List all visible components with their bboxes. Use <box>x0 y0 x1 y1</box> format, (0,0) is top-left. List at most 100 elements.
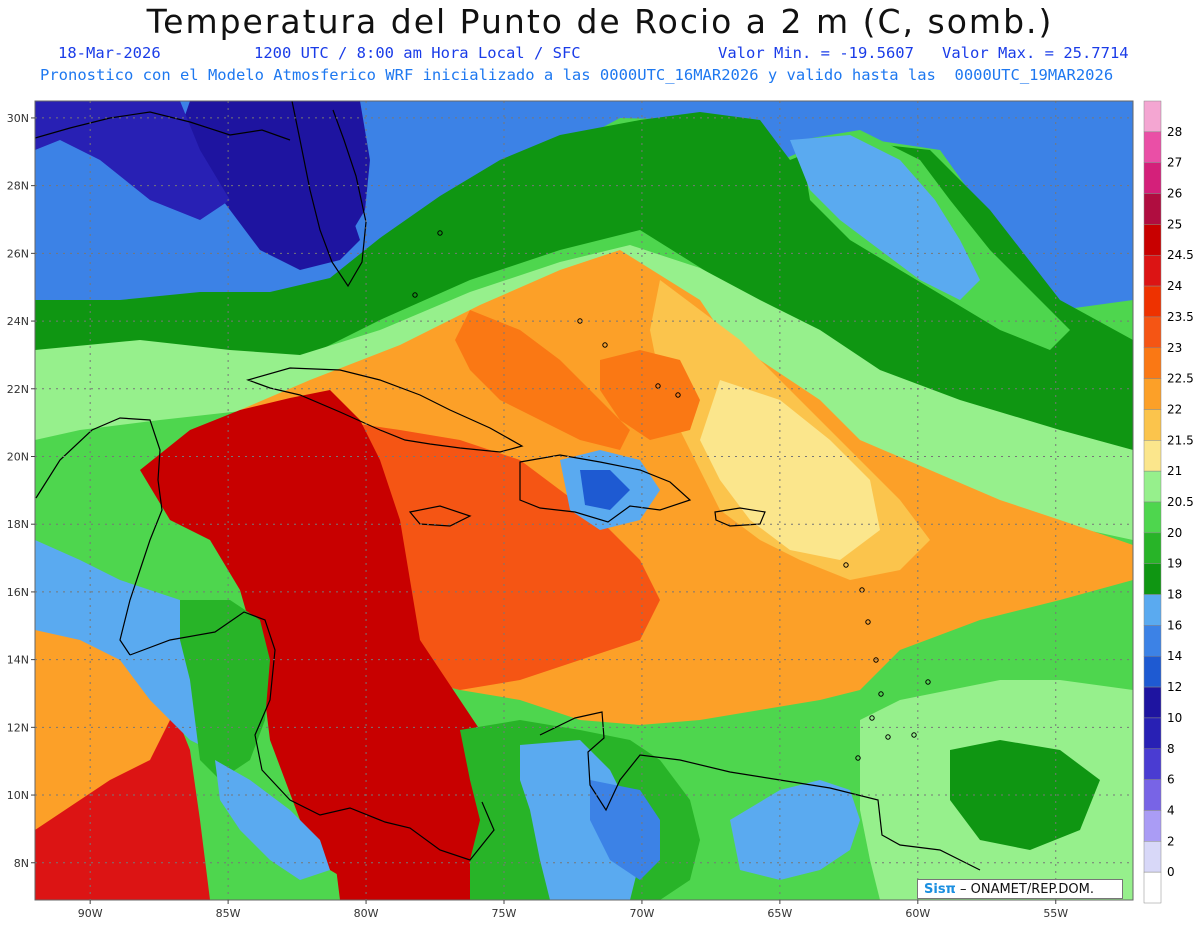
latitude-axis: 30N 28N 26N 24N 22N 20N 18N 16N 14N 12N 10N 8N <box>7 112 35 870</box>
coastline <box>539 711 981 871</box>
coastline <box>291 101 367 288</box>
longitude-label: 60W <box>905 907 930 920</box>
colorbar-label: 18 <box>1167 588 1182 602</box>
dewpoint-region <box>290 101 370 235</box>
colorbar-swatch <box>1143 409 1162 441</box>
map-frame <box>35 101 1133 900</box>
colorbar-swatch <box>1143 316 1162 349</box>
dewpoint-region <box>790 135 980 300</box>
colorbar-swatch <box>1143 162 1162 194</box>
coastline <box>35 417 163 656</box>
island-outline <box>878 691 884 697</box>
colorbar-label: 0 <box>1167 865 1175 879</box>
coastline <box>714 507 766 527</box>
colorbar-label: 25 <box>1167 217 1182 231</box>
model-run-info: Pronostico con el Modelo Atmosferico WRF… <box>40 66 1114 84</box>
longitude-label: 70W <box>629 907 654 920</box>
colorbar-swatch <box>1143 193 1162 225</box>
latitude-label: 26N <box>7 247 29 260</box>
colorbar-swatch <box>1143 594 1162 626</box>
lat-lon-grid <box>35 101 1133 900</box>
latitude-label: 14N <box>7 654 29 667</box>
colorbar-swatch <box>1143 285 1162 318</box>
colorbar-swatch <box>1143 779 1162 811</box>
colorbar-swatch <box>1143 532 1162 564</box>
colorbar-label: 20.5 <box>1167 495 1194 509</box>
dewpoint-region <box>950 740 1100 850</box>
island-outline <box>885 734 891 740</box>
colorbar-swatch <box>1143 655 1162 688</box>
coastline <box>519 454 692 523</box>
latitude-label: 10N <box>7 789 29 802</box>
coastline <box>129 611 495 861</box>
island-outline <box>925 679 931 685</box>
island-outline <box>855 755 861 761</box>
dewpoint-region <box>330 820 440 900</box>
colorbar-swatch <box>1143 717 1162 750</box>
sispi-logo: Sisπ <box>924 882 956 897</box>
latitude-label: 8N <box>14 857 29 870</box>
colorbar-label: 2 <box>1167 834 1175 848</box>
credit-org: – ONAMET/REP.DOM. <box>959 882 1095 897</box>
colorbar-label: 16 <box>1167 618 1182 632</box>
colorbar-label: 20 <box>1167 526 1182 540</box>
colorbar-legend: 2827262524.52423.52322.52221.52120.52019… <box>1143 100 1194 904</box>
longitude-label: 75W <box>492 907 517 920</box>
dewpoint-region <box>455 310 630 450</box>
colorbar-label: 19 <box>1167 557 1182 571</box>
colorbar-label: 14 <box>1167 649 1182 663</box>
colorbar-label: 21 <box>1167 464 1182 478</box>
colorbar-swatch <box>1143 470 1162 503</box>
coastlines <box>35 101 981 871</box>
latitude-label: 22N <box>7 383 29 396</box>
valid-time: 1200 UTC / 8:00 am Hora Local / SFC <box>254 44 581 62</box>
map-border <box>34 100 1134 901</box>
colorbar-label: 24 <box>1167 279 1182 293</box>
colorbar-swatch <box>1143 440 1162 472</box>
colorbar-swatch <box>1143 347 1162 379</box>
dewpoint-region <box>730 780 860 880</box>
latitude-label: 30N <box>7 112 29 125</box>
colorbar-swatch <box>1143 841 1162 873</box>
credit-box: Sisπ – ONAMET/REP.DOM. <box>917 879 1123 899</box>
dewpoint-region <box>580 470 630 510</box>
island-outline <box>437 230 443 236</box>
longitude-label: 85W <box>216 907 241 920</box>
colorbar-swatch <box>1143 748 1162 780</box>
colorbar-label: 21.5 <box>1167 433 1194 447</box>
colorbar-label: 24.5 <box>1167 248 1194 262</box>
colorbar-label: 23.5 <box>1167 310 1194 324</box>
dewpoint-region <box>35 101 230 220</box>
latitude-label: 24N <box>7 315 29 328</box>
longitude-axis: 90W 85W 80W 75W 70W 65W 60W 55W <box>78 900 1068 920</box>
colorbar-swatch <box>1143 686 1162 719</box>
coastline <box>408 505 472 527</box>
colorbar-label: 22 <box>1167 402 1182 416</box>
longitude-label: 65W <box>767 907 792 920</box>
island-outline <box>873 657 879 663</box>
longitude-label: 80W <box>354 907 379 920</box>
colorbar-label: 8 <box>1167 742 1175 756</box>
island-outline <box>869 715 875 721</box>
latitude-label: 16N <box>7 586 29 599</box>
longitude-label: 55W <box>1043 907 1068 920</box>
dewpoint-region <box>215 760 330 880</box>
island-outline <box>655 383 661 389</box>
island-outline <box>843 562 849 568</box>
dewpoint-fill-regions <box>35 101 1133 900</box>
dewpoint-region <box>590 780 660 880</box>
dewpoint-region <box>180 600 270 780</box>
value-max: Valor Max. = 25.7714 <box>942 44 1129 62</box>
colorbar-label: 22.5 <box>1167 372 1194 386</box>
island-outline <box>911 732 917 738</box>
longitude-label: 90W <box>78 907 103 920</box>
colorbar-label: 26 <box>1167 187 1182 201</box>
coastline <box>246 367 524 453</box>
latitude-label: 18N <box>7 518 29 531</box>
value-min: Valor Min. = -19.5607 <box>718 44 914 62</box>
colorbar-label: 12 <box>1167 680 1182 694</box>
colorbar-swatch <box>1143 563 1162 595</box>
colorbar-label: 28 <box>1167 125 1182 139</box>
coastline <box>35 111 291 141</box>
